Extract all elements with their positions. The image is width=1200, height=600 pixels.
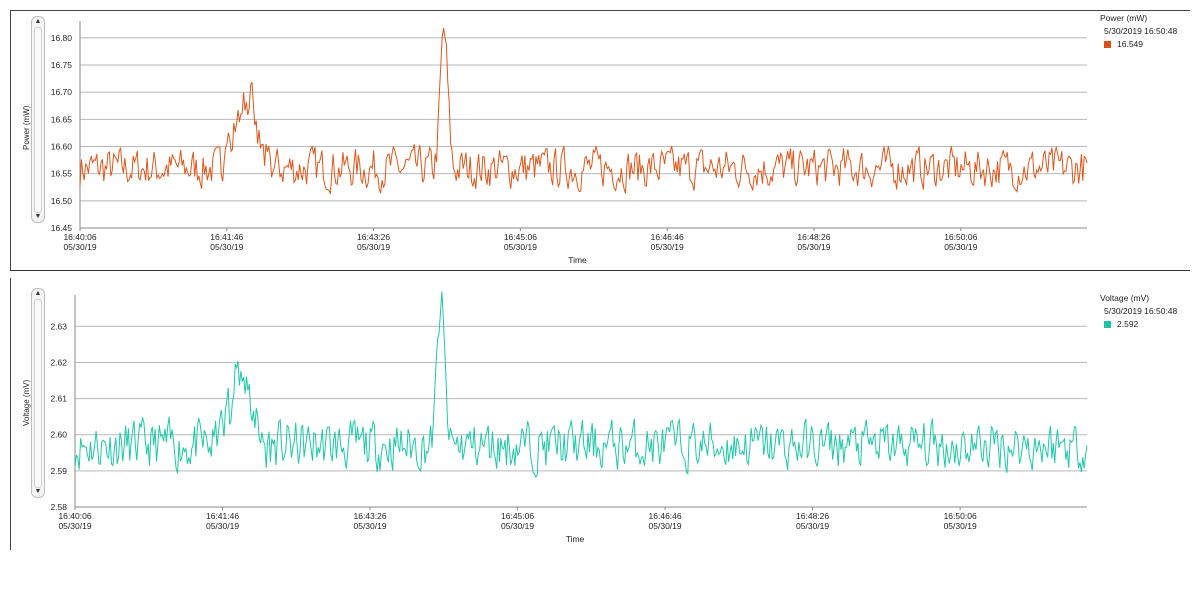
panel-left-border <box>10 10 11 270</box>
x-tick-time: 16:40:06 <box>58 511 91 521</box>
scrollbar-thumb[interactable] <box>34 299 42 488</box>
x-tick-date: 05/30/19 <box>649 521 682 531</box>
y-tick-label: 16.80 <box>51 33 73 43</box>
y-axis-scrollbar[interactable]: ▲ ▼ <box>31 288 45 498</box>
x-tick-date: 05/30/19 <box>797 242 830 252</box>
y-axis-scrollbar[interactable]: ▲ ▼ <box>31 16 45 223</box>
y-tick-label: 2.60 <box>50 430 67 440</box>
y-tick-label: 16.55 <box>51 169 73 179</box>
x-tick-time: 16:45:06 <box>501 511 534 521</box>
x-axis-title: Time <box>566 534 585 544</box>
y-tick-label: 2.61 <box>50 394 67 404</box>
x-tick-time: 16:48:26 <box>797 232 830 242</box>
y-tick-label: 16.75 <box>51 60 73 70</box>
x-tick-date: 05/30/19 <box>210 242 243 252</box>
y-tick-label: 16.45 <box>51 223 73 233</box>
x-tick-date: 05/30/19 <box>944 242 977 252</box>
y-tick-label: 2.58 <box>50 502 67 512</box>
y-tick-label: 2.59 <box>50 466 67 476</box>
x-tick-time: 16:50:06 <box>944 232 977 242</box>
legend-swatch <box>1104 321 1111 328</box>
scroll-up-icon[interactable]: ▲ <box>34 18 42 25</box>
x-tick-date: 05/30/19 <box>944 521 977 531</box>
legend-title: Voltage (mV) <box>1100 293 1150 303</box>
legend: Voltage (mV) 5/30/2019 16:50:48 2.592 <box>1100 292 1177 331</box>
legend-swatch <box>1104 41 1111 48</box>
x-tick-date: 05/30/19 <box>651 242 684 252</box>
x-tick-date: 05/30/19 <box>796 521 829 531</box>
legend-value: 16.549 <box>1117 39 1143 49</box>
legend-value: 2.592 <box>1117 319 1139 329</box>
x-tick-time: 16:41:46 <box>206 511 239 521</box>
y-tick-label: 2.62 <box>50 357 67 367</box>
y-tick-label: 16.70 <box>51 87 73 97</box>
x-tick-date: 05/30/19 <box>206 521 239 531</box>
x-tick-date: 05/30/19 <box>504 242 537 252</box>
x-tick-time: 16:43:26 <box>353 511 386 521</box>
x-tick-time: 16:50:06 <box>944 511 977 521</box>
x-tick-time: 16:46:46 <box>651 232 684 242</box>
voltage-chart: 2.582.592.602.612.622.6316:40:0605/30/19… <box>50 291 1088 544</box>
y-tick-label: 16.50 <box>51 196 73 206</box>
legend-timestamp: 5/30/2019 16:50:48 <box>1104 26 1178 36</box>
x-tick-date: 05/30/19 <box>501 521 534 531</box>
voltage-chart-panel: Voltage (mV) ▲ ▼ 2.58 2.59 2.60 2.61 2.62 2.6… <box>0 278 1200 550</box>
y-tick-label: 2.63 <box>50 321 67 331</box>
series-line <box>79 28 1088 194</box>
power-chart: 16.45 16.50 16.55 16.60 16.65 16.70 16.75 16.80… <box>51 21 1088 265</box>
panel-left-border <box>10 278 11 550</box>
legend-title: Power (mW) <box>1100 13 1148 23</box>
y-tick-label: 16.65 <box>51 114 73 124</box>
x-tick-date: 05/30/19 <box>63 242 96 252</box>
panel-top-border <box>10 10 1190 11</box>
scrollbar-thumb[interactable] <box>34 27 42 213</box>
panel-divider <box>10 270 1190 271</box>
series-line <box>74 291 1088 479</box>
x-tick-time: 16:48:26 <box>796 511 829 521</box>
scroll-up-icon[interactable]: ▲ <box>34 290 42 297</box>
x-tick-date: 05/30/19 <box>58 521 91 531</box>
x-tick-time: 16:43:26 <box>357 232 390 242</box>
x-tick-time: 16:40:06 <box>63 232 96 242</box>
x-tick-date: 05/30/19 <box>353 521 386 531</box>
legend-timestamp: 5/30/2019 16:50:48 <box>1104 306 1178 316</box>
legend: Power (mW) 5/30/2019 16:50:48 16.549 <box>1100 12 1177 51</box>
power-chart-panel: Power (mW) ▲ ▼ 16.45 16.50 16.55 16.60 16.65… <box>0 0 1200 271</box>
scroll-down-icon[interactable]: ▼ <box>34 213 42 220</box>
scroll-down-icon[interactable]: ▼ <box>34 488 42 495</box>
x-axis-title: Time <box>568 255 587 265</box>
x-tick-time: 16:41:46 <box>210 232 243 242</box>
x-tick-time: 16:45:06 <box>504 232 537 242</box>
y-tick-label: 16.60 <box>51 142 73 152</box>
x-tick-time: 16:46:46 <box>649 511 682 521</box>
x-tick-date: 05/30/19 <box>357 242 390 252</box>
